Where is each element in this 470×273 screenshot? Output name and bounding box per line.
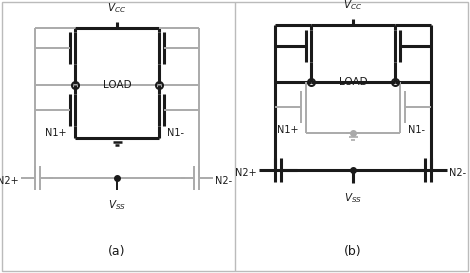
Text: $V_{CC}$: $V_{CC}$ bbox=[108, 1, 126, 15]
Text: $V_{SS}$: $V_{SS}$ bbox=[344, 191, 362, 205]
Text: N1+: N1+ bbox=[276, 125, 298, 135]
Text: N1-: N1- bbox=[408, 125, 425, 135]
Text: N2+: N2+ bbox=[235, 168, 257, 178]
Text: N2+: N2+ bbox=[0, 176, 19, 186]
Text: N2-: N2- bbox=[449, 168, 466, 178]
Text: N2-: N2- bbox=[215, 176, 232, 186]
Text: $V_{CC}$: $V_{CC}$ bbox=[344, 0, 362, 12]
Text: (b): (b) bbox=[344, 245, 362, 259]
Text: LOAD: LOAD bbox=[102, 80, 131, 90]
Text: N1+: N1+ bbox=[46, 128, 67, 138]
Text: N1-: N1- bbox=[167, 128, 184, 138]
Text: (a): (a) bbox=[108, 245, 126, 259]
Text: $V_{SS}$: $V_{SS}$ bbox=[108, 198, 126, 212]
Text: LOAD: LOAD bbox=[339, 77, 368, 87]
